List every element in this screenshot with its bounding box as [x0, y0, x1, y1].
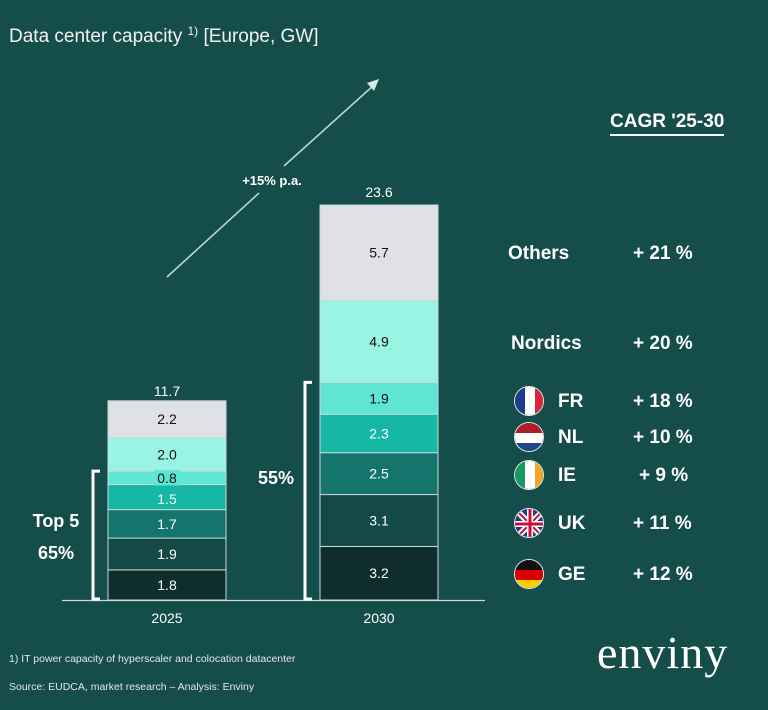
- segment-label-fr-2030: 1.9: [369, 390, 389, 406]
- bar-segment-ie-2030: [319, 452, 439, 496]
- cagr-value-others: + 21 %: [633, 243, 693, 264]
- segment-label-others-2025: 2.2: [157, 411, 177, 427]
- netherlands-flag-icon: [514, 422, 544, 452]
- growth-arrow-head-icon: [367, 79, 379, 91]
- bar-segment-ge-2025: [107, 569, 227, 601]
- segment-label-nordics-2025: 2.0: [157, 446, 177, 462]
- segment-label-nl-2025: 1.5: [157, 491, 177, 507]
- cagr-value-nl: + 10 %: [633, 427, 693, 448]
- uk-flag-icon: [514, 508, 544, 538]
- segment-label-ge-2030: 3.2: [369, 565, 389, 581]
- bar-segment-ie-2025: [107, 509, 227, 539]
- france-flag-icon: [514, 386, 544, 416]
- x-tick-label-2025: 2025: [151, 610, 182, 626]
- cagr-name-others: Others: [508, 243, 570, 264]
- cagr-value-ie: + 9 %: [639, 465, 689, 486]
- footnote: 1) IT power capacity of hyperscaler and …: [9, 653, 296, 665]
- cagr-name-ge: GE: [558, 564, 586, 585]
- bar-segment-uk-2030: [319, 494, 439, 547]
- cagr-value-fr: + 18 %: [633, 391, 693, 412]
- cagr-header: CAGR '25-30: [610, 111, 725, 136]
- cagr-name-fr: FR: [558, 391, 584, 412]
- source-note: Source: EUDCA, market research – Analysi…: [9, 681, 255, 693]
- cagr-value-uk: + 11 %: [633, 513, 692, 534]
- ireland-flag-icon: [514, 460, 544, 490]
- enviny-logo: enviny: [597, 627, 729, 678]
- bar-segment-ge-2030: [319, 545, 439, 601]
- x-tick-label-2030: 2030: [363, 610, 394, 626]
- segment-label-uk-2025: 1.9: [157, 546, 177, 562]
- title-footnote-marker: 1): [187, 24, 199, 38]
- bar-segment-others-2025: [107, 400, 227, 439]
- label-bg-fr-2025: [154, 470, 180, 486]
- germany-flag-icon: [514, 559, 544, 589]
- segment-label-ge-2025: 1.8: [157, 577, 177, 593]
- cagr-value-nordics: + 20 %: [633, 333, 693, 354]
- segment-label-fr-2025: 0.8: [157, 470, 177, 486]
- title-unit: [Europe, GW]: [203, 26, 319, 47]
- total-label-2030: 23.6: [365, 184, 392, 200]
- total-label-2025: 11.7: [154, 383, 180, 399]
- segment-label-nordics-2030: 4.9: [369, 333, 389, 349]
- cagr-name-uk: UK: [558, 513, 586, 534]
- segment-label-nl-2030: 2.3: [369, 425, 389, 441]
- cagr-name-ie: IE: [558, 465, 576, 486]
- segment-label-others-2030: 5.7: [369, 245, 389, 261]
- title-text: Data center capacity: [9, 26, 183, 47]
- bar-segment-uk-2025: [107, 537, 227, 571]
- growth-arrow-upper: [283, 84, 375, 167]
- cagr-name-nordics: Nordics: [511, 333, 582, 354]
- cagr-value-ge: + 12 %: [633, 564, 693, 585]
- bar-segment-nl-2030: [319, 413, 439, 454]
- chart-title: Data center capacity 1) [Europe, GW]: [9, 24, 319, 48]
- top5-share-2025: 65%: [38, 543, 74, 563]
- top5-share-2030: 55%: [258, 468, 294, 488]
- top5-bracket-2030: [303, 380, 312, 601]
- bar-segment-others-2030: [319, 204, 439, 301]
- segment-label-ie-2025: 1.7: [157, 516, 177, 532]
- top5-bracket-2025: [91, 469, 100, 601]
- bar-segment-fr-2030: [319, 381, 439, 415]
- segment-label-uk-2030: 3.1: [369, 512, 389, 528]
- cagr-name-nl: NL: [558, 427, 584, 448]
- bar-segment-nordics-2030: [319, 299, 439, 383]
- segment-label-ie-2030: 2.5: [369, 466, 389, 482]
- growth-arrow-lower: [166, 192, 260, 278]
- growth-rate-label: +15% p.a.: [242, 173, 302, 188]
- top5-label: Top 5: [33, 511, 80, 531]
